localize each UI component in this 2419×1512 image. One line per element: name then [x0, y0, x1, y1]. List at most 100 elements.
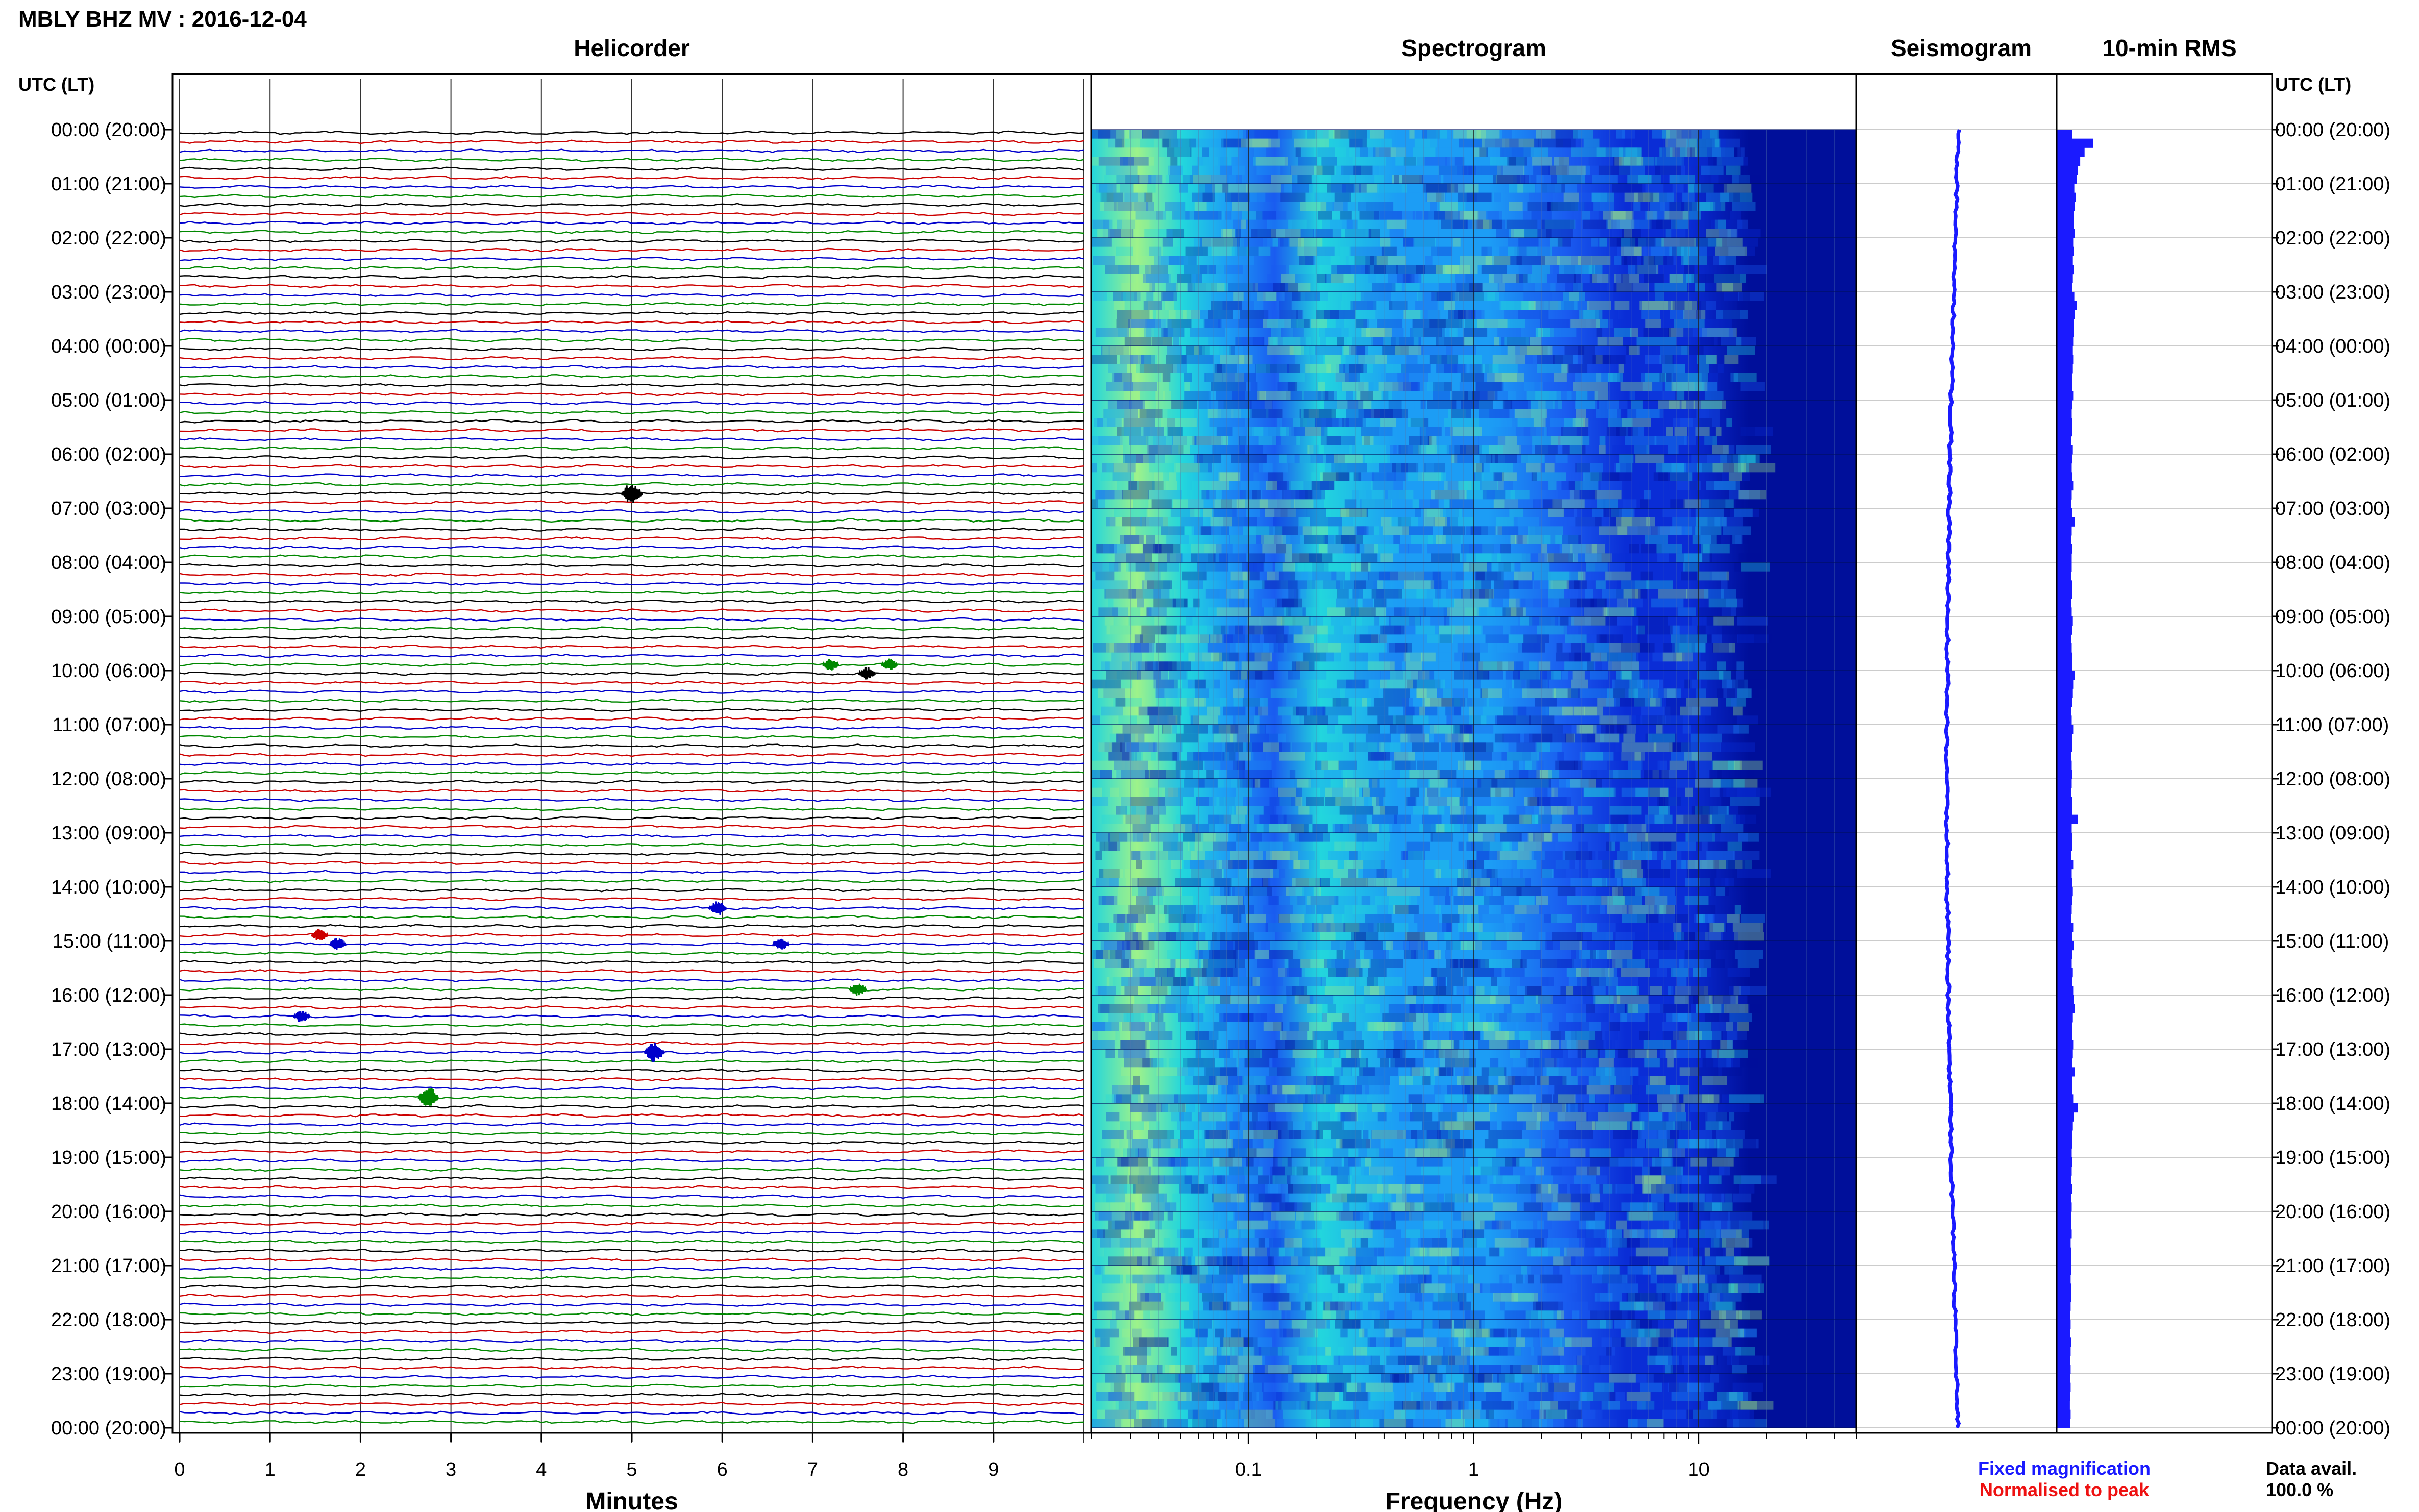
spectrogram-cell [1499, 246, 1529, 256]
spectrogram-cell [1342, 725, 1368, 734]
spectrogram-cell [1559, 265, 1592, 274]
spectrogram-cell [1714, 517, 1727, 527]
spectrogram-cell [1210, 517, 1232, 527]
spectrogram-cell [1349, 851, 1358, 860]
spectrogram-cell [1488, 671, 1503, 680]
spectrogram-cell [1706, 229, 1737, 238]
spectrogram-cell [1342, 418, 1363, 427]
spectrogram-cell [1208, 310, 1233, 319]
spectrogram-cell [1246, 914, 1266, 923]
spectrogram-cell [1377, 319, 1403, 328]
spectrogram-cell [1249, 138, 1269, 148]
spectrogram-cell [1410, 652, 1421, 662]
spectrogram-cell [1732, 923, 1764, 932]
spectrogram-cell [1493, 472, 1504, 481]
spectrogram-cell [1398, 589, 1427, 599]
spectrogram-cell [1390, 941, 1418, 950]
spectrogram-cell [1548, 391, 1572, 400]
spectrogram-cell [1665, 923, 1677, 932]
spectrogram-cell [1356, 391, 1382, 400]
spectrogram-cell [1190, 490, 1207, 500]
spectrogram-cell [1146, 382, 1169, 391]
spectrogram-cell [1659, 147, 1673, 157]
spectrogram-cell [1590, 1193, 1600, 1203]
spectrogram-cell [1110, 923, 1136, 932]
spectrogram-cell [1282, 616, 1314, 626]
spectrogram-cell [1408, 851, 1424, 860]
spectrogram-cell [1585, 752, 1604, 761]
spectrogram-cell [1733, 373, 1757, 382]
spectrogram-cell [1256, 364, 1287, 373]
spectrogram-cell [1174, 1094, 1207, 1103]
spectrogram-cell [1117, 1157, 1148, 1167]
spectrogram-cell [1450, 274, 1466, 283]
spectrogram-cell [1112, 1085, 1140, 1095]
spectrogram-cell [1701, 400, 1722, 409]
spectrogram-cell [1507, 1040, 1520, 1049]
spectrogram-cell [1289, 959, 1300, 968]
spectrogram-cell [1363, 869, 1392, 878]
spectrogram-cell [1494, 1013, 1507, 1022]
spectrogram-cell [1454, 553, 1462, 562]
spectrogram-cell [1222, 184, 1229, 193]
spectrogram-cell [1262, 544, 1292, 554]
spectrogram-cell [1557, 238, 1571, 247]
spectrogram-cell [1724, 1004, 1749, 1013]
spectrogram-cell [1251, 409, 1266, 418]
spectrogram-cell [1575, 517, 1602, 527]
spectrogram-cell [1477, 219, 1483, 229]
spectrogram-cell [1257, 292, 1277, 301]
spectrogram-cell [1673, 625, 1697, 635]
spectrogram-cell [1449, 499, 1474, 508]
spectrogram-cell [1734, 463, 1744, 473]
spectrogram-cell [1120, 806, 1145, 815]
spectrogram-cell [1698, 571, 1729, 581]
spectrogram-cell [1564, 418, 1583, 427]
spectrogram-cell [1721, 607, 1736, 616]
spectrogram-cell [1491, 779, 1526, 788]
spectrogram-cell [1144, 1229, 1155, 1238]
spectrogram-cell [1270, 364, 1289, 373]
spectrogram-cell [1161, 138, 1169, 148]
spectrogram-cell [1267, 571, 1279, 581]
spectrogram-cell [1165, 1004, 1198, 1013]
spectrogram-cell [1516, 355, 1541, 364]
spectrogram-cell [1189, 860, 1217, 869]
spectrogram-cell [1708, 932, 1738, 941]
spectrogram-cell [1436, 1211, 1462, 1221]
spectrogram-cell [1432, 598, 1455, 608]
spectrogram-cell [1741, 914, 1765, 923]
spectrogram-cell [1677, 977, 1687, 986]
spectrogram-cell [1576, 391, 1588, 400]
spectrogram-cell [1711, 995, 1731, 1004]
spectrogram-cell [1304, 535, 1328, 544]
spectrogram-cell [1497, 283, 1524, 292]
spectrogram-cell [1263, 905, 1293, 914]
spectrogram-cell [1216, 932, 1232, 941]
spectrogram-cell [1120, 742, 1125, 752]
spectrogram-cell [1538, 814, 1553, 824]
spectrogram-cell [1228, 1040, 1256, 1049]
spectrogram-cell [1523, 211, 1531, 220]
spectrogram-cell [1521, 454, 1545, 463]
spectrogram-cell [1719, 742, 1755, 752]
spectrogram-cell [1535, 328, 1550, 337]
spectrogram-cell [1434, 950, 1441, 959]
spectrogram-cell [1299, 454, 1311, 463]
spectrogram-cell [1169, 472, 1177, 481]
spectrogram-cell [1476, 571, 1502, 581]
spectrogram-cell [1312, 923, 1346, 932]
spectrogram-cell [1619, 427, 1628, 436]
spectrogram-cell [1219, 1049, 1230, 1058]
spectrogram-cell [1466, 553, 1501, 562]
figure-title: MBLY BHZ MV : 2016-12-04 [18, 7, 307, 32]
spectrogram-cell [1286, 1031, 1308, 1040]
spectrogram-cell [1686, 589, 1709, 599]
spectrogram-cell [1301, 391, 1324, 400]
spectrogram-cell [1098, 986, 1116, 995]
spectrogram-cell [1434, 977, 1446, 986]
spectrogram-cell [1402, 526, 1433, 535]
spectrogram-cell [1294, 1247, 1302, 1257]
spectrogram-cell [1237, 869, 1249, 878]
spectrogram-cell [1195, 1049, 1201, 1058]
